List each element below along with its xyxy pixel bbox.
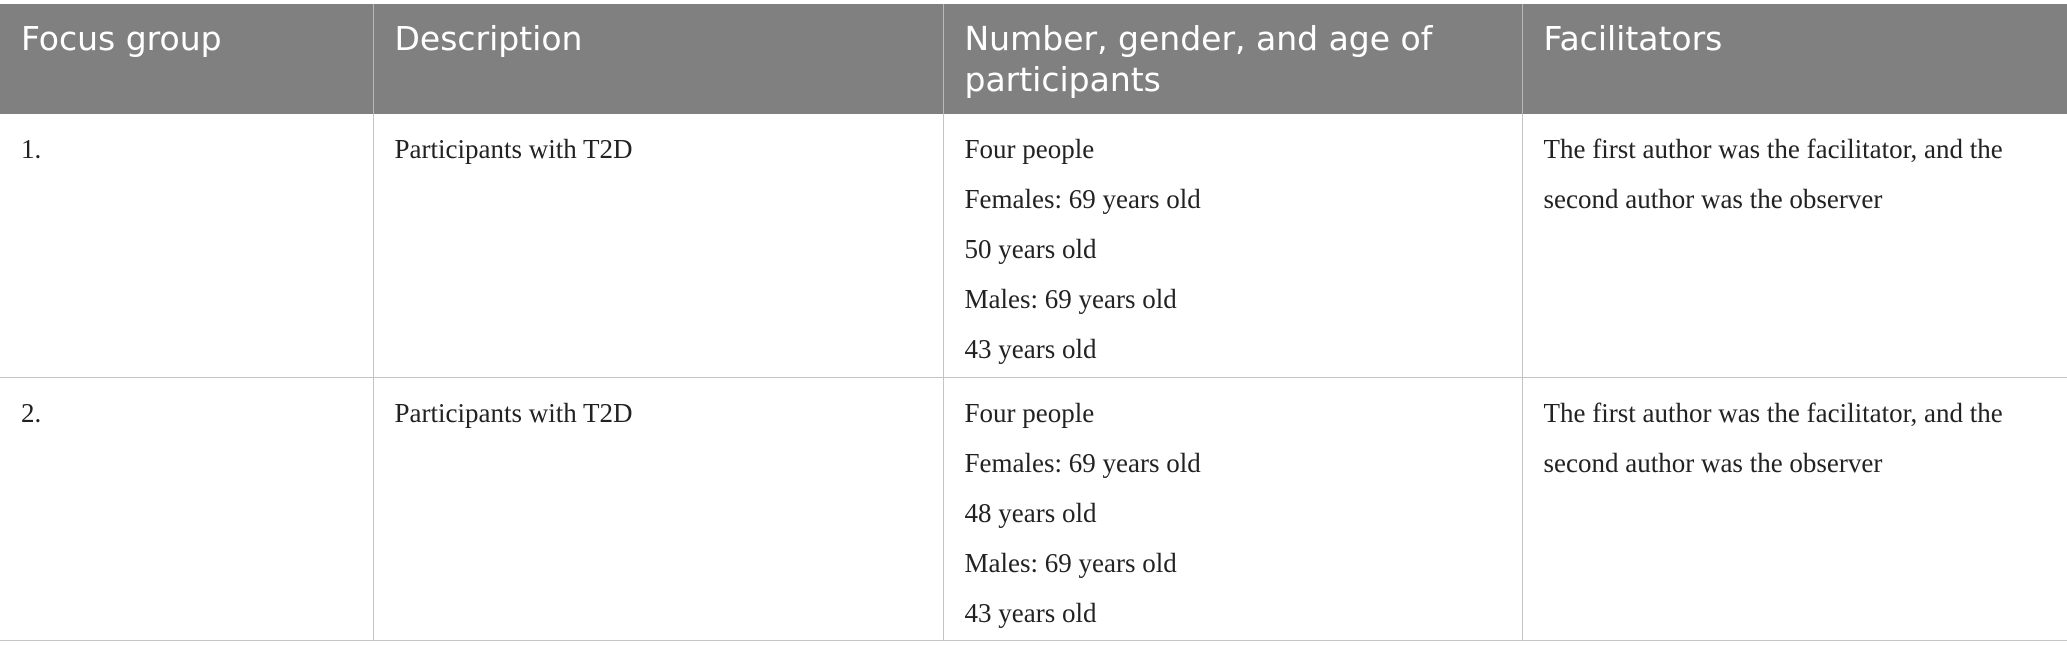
participants-line: 43 years old: [964, 334, 1097, 364]
description-text: Participants with T2D: [394, 134, 633, 164]
cell-focus-group: 1.: [0, 114, 373, 378]
cell-participants: Four people Females: 69 years old 50 yea…: [942, 114, 1522, 378]
focus-group-table-container: Focus group Description Number, gender, …: [0, 4, 2067, 641]
table-header: Focus group Description Number, gender, …: [0, 4, 2067, 114]
participants-line: Four people: [964, 134, 1095, 164]
participants-line: 50 years old: [964, 234, 1097, 264]
participants-line: Males: 69 years old: [964, 547, 1177, 578]
focus-group-number: 1.: [21, 134, 42, 164]
cell-facilitators: The first author was the facilitator, an…: [1521, 114, 2067, 378]
facilitators-text: The first author was the facilitator, an…: [1543, 134, 2003, 214]
cell-focus-group: 2.: [0, 377, 373, 641]
facilitators-text: The first author was the facilitator, an…: [1543, 397, 2003, 478]
header-participants: Number, gender, and age of participants: [942, 4, 1522, 114]
table-row: 1. Participants with T2D Four people Fem…: [0, 114, 2067, 378]
cell-description: Participants with T2D: [372, 377, 943, 641]
header-description: Description: [372, 4, 943, 114]
participants-line: 48 years old: [964, 497, 1097, 528]
table-body: 1. Participants with T2D Four people Fem…: [0, 114, 2067, 641]
focus-group-table: Focus group Description Number, gender, …: [0, 4, 2067, 641]
header-facilitators: Facilitators: [1521, 4, 2067, 114]
participants-line: Females: 69 years old: [964, 184, 1201, 214]
participants-line: Females: 69 years old: [964, 447, 1201, 478]
participants-line: Four people: [964, 397, 1095, 428]
description-text: Participants with T2D: [394, 397, 633, 428]
header-focus-group: Focus group: [0, 4, 373, 114]
participants-line: Males: 69 years old: [964, 284, 1177, 314]
cell-facilitators: The first author was the facilitator, an…: [1521, 377, 2067, 641]
table-row: 2. Participants with T2D Four people Fem…: [0, 377, 2067, 641]
header-row: Focus group Description Number, gender, …: [0, 4, 2067, 114]
cell-description: Participants with T2D: [372, 114, 943, 378]
participants-line: 43 years old: [964, 597, 1097, 628]
focus-group-number: 2.: [21, 397, 42, 428]
cell-participants: Four people Females: 69 years old 48 yea…: [942, 377, 1522, 641]
